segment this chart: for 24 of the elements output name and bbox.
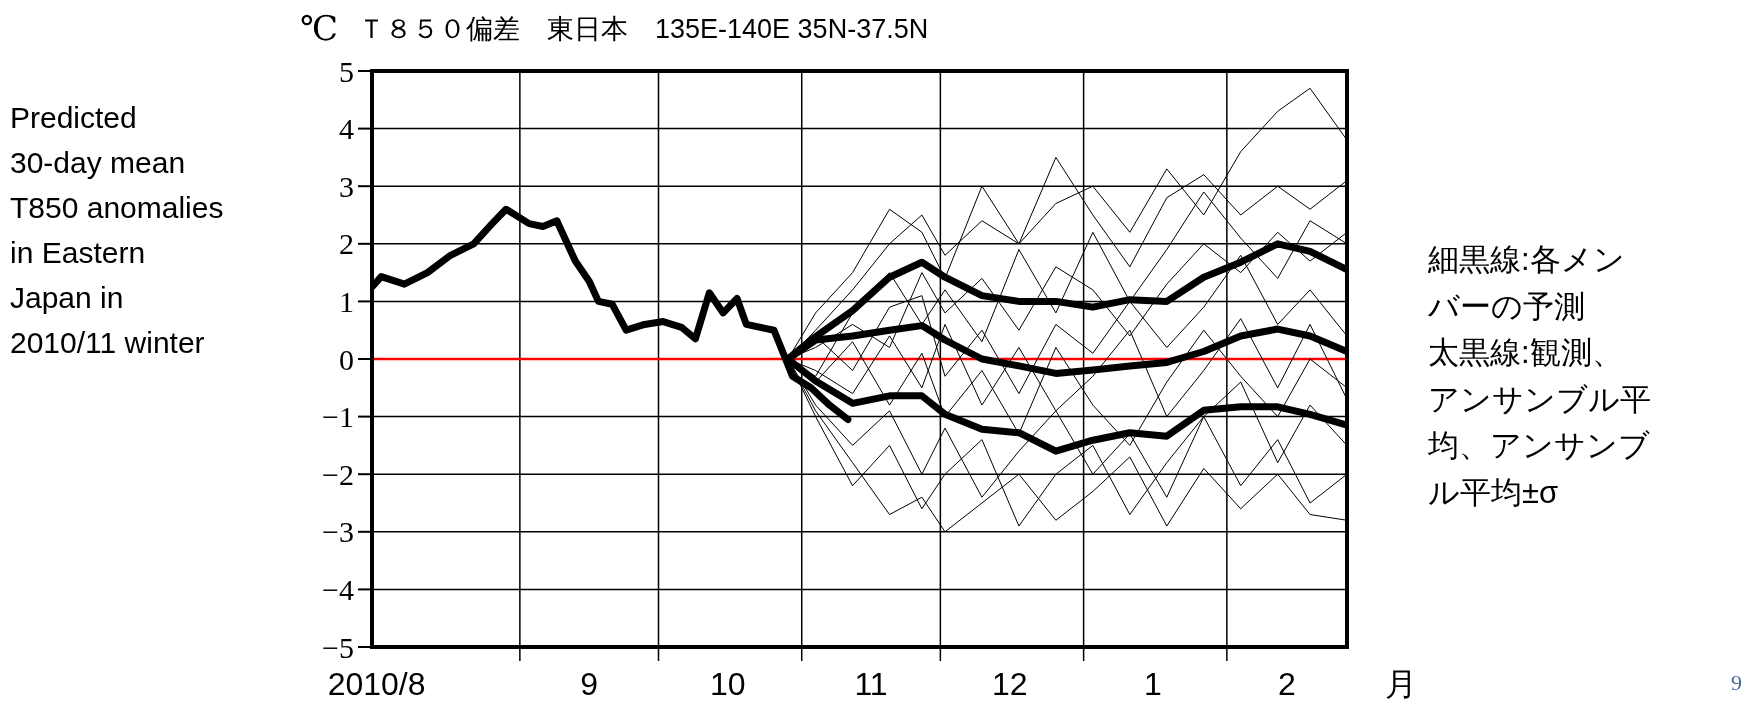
- x-tick-label: 2: [1278, 666, 1296, 702]
- x-tick-label: 11: [854, 666, 888, 702]
- x-tick-label: 9: [580, 666, 599, 702]
- x-tick-label: 2010/8: [327, 666, 426, 702]
- x-tick-label: 12: [991, 666, 1028, 702]
- y-tick-label: 2: [339, 227, 354, 261]
- text: Predicted 30-day mean T850 anomalies in Eastern Japan in 2010/11 winter: [10, 101, 224, 359]
- y-tick-label: −1: [322, 400, 354, 434]
- y-tick-label: 5: [339, 54, 354, 88]
- chart-title: Ｔ８５０偏差 東日本 135E-140E 35N-37.5N: [358, 14, 929, 44]
- y-tick-label: 3: [339, 169, 354, 203]
- text: 細黒線:各メンバーの予測: [1427, 242, 1625, 324]
- y-tick-label: 4: [339, 112, 354, 146]
- y-tick-label: 1: [339, 284, 354, 318]
- y-tick-label: −4: [322, 572, 354, 606]
- x-tick-label: 10: [710, 666, 746, 702]
- y-axis-title: ℃: [300, 10, 339, 47]
- y-tick-label: −3: [322, 515, 354, 549]
- y-tick-label: −2: [322, 457, 354, 491]
- x-axis-title: 月: [1385, 666, 1417, 702]
- y-tick-label: 0: [339, 342, 354, 376]
- text: 太黒線:観測、アンサンブル平均、アンサンブル平均±σ: [1427, 335, 1651, 510]
- x-tick-label: 1: [1144, 666, 1162, 702]
- y-tick-label: −5: [322, 630, 354, 664]
